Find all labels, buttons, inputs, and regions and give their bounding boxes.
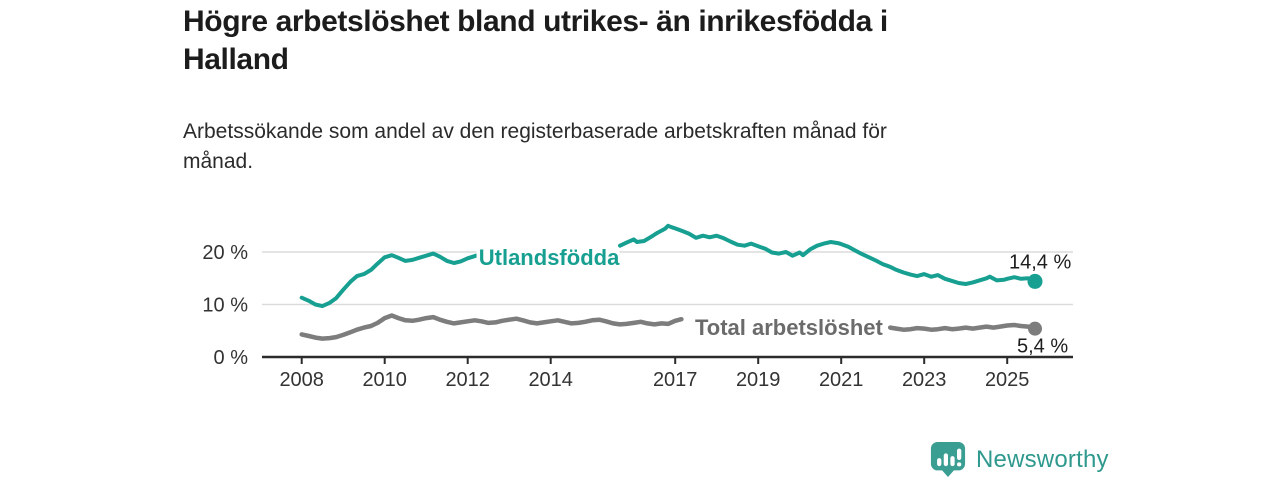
series-end-dot [1027,273,1043,289]
x-axis-tick-label: 2019 [736,369,781,391]
y-axis-tick-label: 10 % [202,295,248,317]
brand-name: Newsworthy [976,445,1109,473]
x-axis-tick-label: 2014 [528,369,573,391]
chart-title: Högre arbetslöshet bland utrikes- än inr… [183,3,1083,79]
x-axis-tick-label: 2012 [445,369,490,391]
x-axis-tick-label: 2010 [362,369,407,391]
series-line [299,313,684,341]
y-axis-tick-label: 0 % [214,347,249,369]
series-end-value-label: 5,4 % [1017,336,1068,358]
x-axis-tick-label: 2021 [819,369,864,391]
x-axis-tick-label: 2017 [653,369,698,391]
chart-title-line-2: Halland [183,43,289,76]
x-axis-tick-label: 2023 [902,369,947,391]
x-axis-tick-label: 2025 [985,369,1030,391]
chart-title-line-1: Högre arbetslöshet bland utrikes- än inr… [183,5,888,38]
series-end-dot [1028,321,1043,336]
chart-subtitle: Arbetssökande som andel av den registerb… [183,117,1083,177]
x-axis-tick-label: 2008 [279,369,324,391]
newsworthy-logo: Newsworthy [929,441,1109,478]
series-line [887,322,1038,332]
series-inline-label: Total arbetslöshet [695,315,884,340]
series-line [299,251,478,309]
series-inline-label: Utlandsfödda [479,245,620,270]
series-line [618,223,1037,286]
chart-subtitle-line-1: Arbetssökande som andel av den registerb… [183,120,887,143]
y-axis-tick-label: 20 % [202,242,248,264]
chart-subtitle-line-2: månad. [183,150,254,173]
series-end-value-label: 14,4 % [1009,251,1071,273]
newsworthy-logo-icon [930,441,966,478]
